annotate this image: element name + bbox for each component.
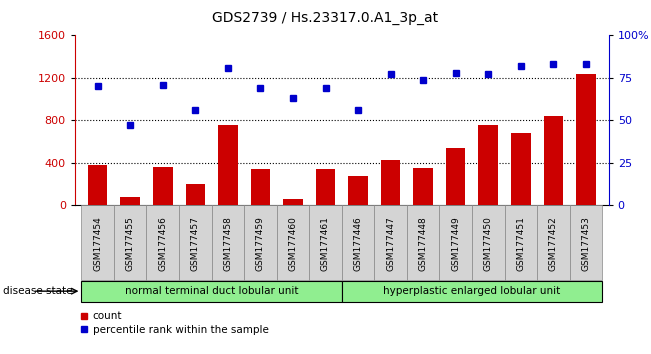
- Bar: [244, 205, 277, 280]
- Bar: [576, 74, 596, 205]
- Bar: [439, 205, 472, 280]
- Bar: [544, 116, 563, 205]
- Text: normal terminal duct lobular unit: normal terminal duct lobular unit: [125, 286, 298, 296]
- Text: GSM177452: GSM177452: [549, 217, 558, 272]
- Text: GDS2739 / Hs.23317.0.A1_3p_at: GDS2739 / Hs.23317.0.A1_3p_at: [212, 11, 439, 25]
- Legend: count, percentile rank within the sample: count, percentile rank within the sample: [80, 312, 268, 335]
- Text: GSM177459: GSM177459: [256, 217, 265, 272]
- Text: GSM177460: GSM177460: [288, 217, 298, 272]
- Bar: [413, 168, 433, 205]
- Bar: [277, 205, 309, 280]
- Text: GSM177454: GSM177454: [93, 217, 102, 272]
- Text: GSM177446: GSM177446: [353, 217, 363, 272]
- Text: GSM177461: GSM177461: [321, 217, 330, 272]
- Bar: [146, 205, 179, 280]
- Text: GSM177458: GSM177458: [223, 217, 232, 272]
- Bar: [283, 199, 303, 205]
- Bar: [537, 205, 570, 280]
- Bar: [114, 205, 146, 280]
- Bar: [570, 205, 602, 280]
- Text: GSM177456: GSM177456: [158, 217, 167, 272]
- Bar: [88, 165, 107, 205]
- Bar: [218, 125, 238, 205]
- Bar: [472, 205, 505, 280]
- Bar: [309, 205, 342, 280]
- Text: GSM177450: GSM177450: [484, 217, 493, 272]
- Bar: [374, 205, 407, 280]
- Text: GSM177451: GSM177451: [516, 217, 525, 272]
- Text: GSM177455: GSM177455: [126, 217, 135, 272]
- Bar: [212, 205, 244, 280]
- Bar: [478, 125, 498, 205]
- Text: GSM177449: GSM177449: [451, 217, 460, 272]
- Bar: [251, 169, 270, 205]
- Bar: [81, 281, 342, 302]
- Bar: [120, 198, 140, 205]
- Text: GSM177453: GSM177453: [581, 217, 590, 272]
- Text: GSM177457: GSM177457: [191, 217, 200, 272]
- Bar: [342, 281, 602, 302]
- Text: GSM177448: GSM177448: [419, 217, 428, 272]
- Bar: [511, 133, 531, 205]
- Text: hyperplastic enlarged lobular unit: hyperplastic enlarged lobular unit: [383, 286, 561, 296]
- Bar: [407, 205, 439, 280]
- Bar: [179, 205, 212, 280]
- Bar: [381, 160, 400, 205]
- Bar: [81, 205, 114, 280]
- Bar: [153, 167, 173, 205]
- Bar: [342, 205, 374, 280]
- Bar: [316, 169, 335, 205]
- Text: GSM177447: GSM177447: [386, 217, 395, 272]
- Bar: [186, 184, 205, 205]
- Bar: [446, 148, 465, 205]
- Text: disease state: disease state: [3, 286, 73, 296]
- Bar: [348, 176, 368, 205]
- Bar: [505, 205, 537, 280]
